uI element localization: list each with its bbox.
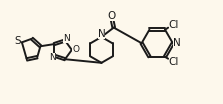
Text: O: O [108, 11, 116, 21]
Text: Cl: Cl [169, 20, 179, 30]
Text: Cl: Cl [169, 57, 179, 67]
Text: N: N [98, 29, 105, 39]
Text: N: N [173, 38, 181, 48]
Text: N: N [50, 53, 56, 62]
Text: O: O [72, 45, 79, 54]
Text: S: S [14, 36, 21, 46]
Text: N: N [63, 34, 70, 43]
